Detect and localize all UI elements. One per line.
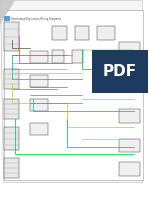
Bar [72, 50, 83, 63]
Bar [52, 50, 64, 63]
Bar [4, 127, 19, 150]
Bar [30, 123, 48, 135]
Bar [119, 109, 140, 123]
Polygon shape [0, 0, 142, 182]
Bar [4, 69, 19, 89]
Bar [52, 26, 67, 40]
Bar [4, 16, 10, 21]
Bar [119, 42, 140, 55]
Polygon shape [0, 0, 15, 24]
Bar [119, 139, 140, 152]
Bar [97, 26, 115, 40]
Bar [4, 99, 19, 119]
Bar [119, 162, 140, 176]
Bar [4, 10, 143, 180]
Text: Headlamps/Fog Lamps Wiring Diagrams: Headlamps/Fog Lamps Wiring Diagrams [11, 17, 61, 21]
Bar [30, 75, 48, 87]
Bar [4, 22, 19, 51]
Text: PDF: PDF [103, 64, 137, 79]
Bar [92, 50, 148, 93]
Bar [74, 26, 89, 40]
Bar [30, 51, 48, 63]
Bar [30, 99, 48, 111]
Bar [119, 65, 140, 79]
Bar [4, 158, 19, 178]
